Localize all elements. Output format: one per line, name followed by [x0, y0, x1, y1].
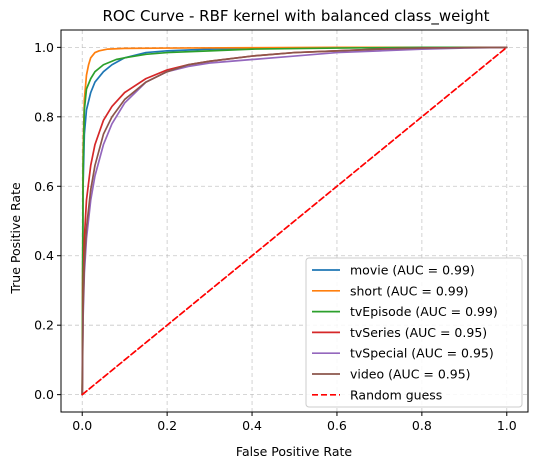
legend-label: Random guess [350, 387, 442, 402]
y-tick-label: 0.4 [34, 248, 54, 263]
legend: movie (AUC = 0.99) short (AUC = 0.99) tvEp… [305, 257, 523, 408]
series-line-random [81, 46, 508, 396]
legend-label: movie (AUC = 0.99) [350, 263, 475, 278]
plot-frame [60, 29, 529, 413]
plot-area [81, 46, 508, 396]
x-tick-label: 0.0 [72, 418, 92, 433]
series-line-video [81, 46, 508, 396]
series-line-tvepisode [81, 46, 508, 396]
x-tick-label: 0.2 [157, 418, 177, 433]
y-tick-label: 0.8 [34, 109, 54, 124]
y-tick-label: 0.6 [34, 179, 54, 194]
legend-label: short (AUC = 0.99) [350, 283, 469, 298]
x-tick-label: 0.6 [327, 418, 347, 433]
y-axis-label: True Positive Rate [8, 182, 23, 295]
legend-box [305, 257, 523, 408]
ticks: 0.0 0.2 0.4 0.6 0.8 1.0 0.0 0.2 0.4 0.6 0.8 1.0 [34, 40, 517, 433]
y-tick-label: 1.0 [34, 40, 54, 55]
chart-title: ROC Curve - RBF kernel with balanced cla… [103, 7, 490, 26]
x-tick-label: 0.4 [242, 418, 262, 433]
y-tick-label: 0.2 [34, 318, 54, 333]
x-tick-label: 0.8 [412, 418, 432, 433]
legend-label: tvSeries (AUC = 0.95) [350, 325, 487, 340]
x-axis-label: False Positive Rate [236, 444, 352, 459]
legend-label: video (AUC = 0.95) [350, 367, 471, 382]
legend-label: tvEpisode (AUC = 0.99) [350, 304, 498, 319]
series-line-short [81, 46, 508, 396]
x-tick-label: 1.0 [497, 418, 517, 433]
legend-label: tvSpecial (AUC = 0.95) [350, 346, 494, 361]
y-tick-label: 0.0 [34, 387, 54, 402]
